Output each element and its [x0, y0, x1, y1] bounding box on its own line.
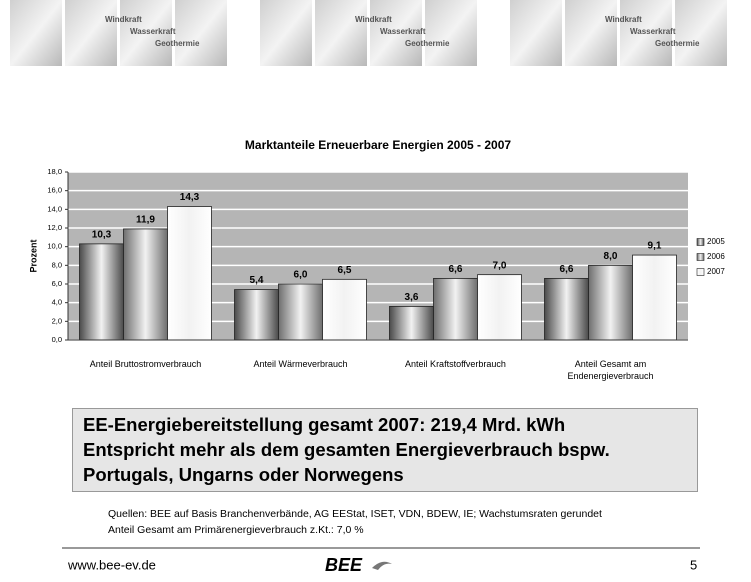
banner-label: Wasserkraft — [380, 27, 426, 36]
bar — [434, 278, 478, 340]
data-label: 3,6 — [405, 292, 419, 303]
banner-label: Windkraft — [355, 15, 392, 24]
y-tick-label: 0,0 — [52, 335, 62, 344]
y-tick-label: 12,0 — [47, 223, 62, 232]
headline-box: EE-Energiebereitstellung gesamt 2007: 21… — [72, 408, 698, 492]
legend-label: 2006 — [707, 252, 725, 261]
data-label: 6,5 — [338, 265, 352, 276]
y-tick-label: 18,0 — [47, 167, 62, 176]
footer-logo: BEE — [325, 555, 363, 575]
data-label: 9,1 — [648, 241, 662, 252]
x-tick-label: Anteil Bruttostromverbrauch — [81, 358, 211, 370]
x-tick-label: Anteil Kraftstoffverbrauch — [391, 358, 521, 370]
chart: Windkraft Wasserkraft Geothermie Windkraft W… — [0, 0, 751, 582]
banner-label: Windkraft — [605, 15, 642, 24]
bar — [279, 284, 323, 340]
bar — [478, 275, 522, 340]
y-tick-label: 2,0 — [52, 316, 62, 325]
banner-tile — [315, 0, 367, 66]
banner-label: Geothermie — [155, 39, 200, 48]
headline-line: Portugals, Ungarns oder Norwegens — [83, 462, 687, 487]
y-axis-label: Prozent — [28, 239, 38, 272]
legend-swatch — [697, 254, 704, 261]
banner-label: Windkraft — [105, 15, 142, 24]
banner: Windkraft Wasserkraft Geothermie Windkraft W… — [10, 0, 727, 66]
banner-tile — [510, 0, 562, 66]
legend-label: 2007 — [707, 267, 725, 276]
y-tick-label: 14,0 — [47, 204, 62, 213]
chart-title: Marktanteile Erneuerbare Energien 2005 -… — [245, 138, 511, 152]
banner-tile — [260, 0, 312, 66]
data-label: 8,0 — [604, 251, 618, 262]
bar — [633, 255, 677, 340]
legend-swatch — [697, 239, 704, 246]
banner-label: Wasserkraft — [630, 27, 676, 36]
bar — [80, 244, 124, 340]
banner-label: Wasserkraft — [130, 27, 176, 36]
banner-tile — [65, 0, 117, 66]
logo-swoosh — [372, 562, 392, 570]
data-label: 10,3 — [92, 230, 112, 241]
data-label: 6,0 — [294, 270, 308, 281]
page-number: 5 — [690, 557, 697, 572]
data-label: 5,4 — [250, 275, 264, 286]
banner-tile — [10, 0, 62, 66]
x-tick-label: Anteil Wärmeverbrauch — [236, 358, 366, 370]
bar — [235, 290, 279, 340]
bar — [323, 279, 367, 340]
data-label: 14,3 — [180, 192, 200, 203]
data-label: 7,0 — [493, 260, 507, 271]
sources: Anteil Gesamt am Primärenergieverbrauch … — [108, 524, 364, 536]
banner-label: Geothermie — [655, 39, 700, 48]
headline-line: Entspricht mehr als dem gesamten Energie… — [83, 437, 687, 462]
sources: Quellen: BEE auf Basis Branchenverbände,… — [108, 508, 602, 520]
y-tick-label: 16,0 — [47, 186, 62, 195]
bar — [168, 207, 212, 340]
headline-line: EE-Energiebereitstellung gesamt 2007: 21… — [83, 412, 687, 437]
banner-tile — [425, 0, 477, 66]
footer-url: www.bee-ev.de — [67, 557, 156, 572]
banner-tile — [675, 0, 727, 66]
legend-label: 2005 — [707, 237, 725, 246]
y-tick-label: 6,0 — [52, 279, 62, 288]
bar — [390, 306, 434, 340]
data-label: 6,6 — [560, 264, 574, 275]
legend-swatch — [697, 269, 704, 276]
banner-label: Geothermie — [405, 39, 450, 48]
banner-tile — [565, 0, 617, 66]
data-label: 11,9 — [136, 215, 155, 226]
y-tick-label: 8,0 — [52, 260, 62, 269]
y-tick-label: 10,0 — [47, 242, 62, 251]
x-tick-label: Anteil Gesamt am Endenergieverbrauch — [546, 358, 676, 382]
bar — [124, 229, 168, 340]
bar — [589, 265, 633, 340]
bar — [545, 278, 589, 340]
data-label: 6,6 — [449, 264, 463, 275]
y-tick-label: 4,0 — [52, 298, 62, 307]
banner-tile — [175, 0, 227, 66]
slide: Windkraft Wasserkraft Geothermie Windkraft W… — [0, 0, 751, 582]
